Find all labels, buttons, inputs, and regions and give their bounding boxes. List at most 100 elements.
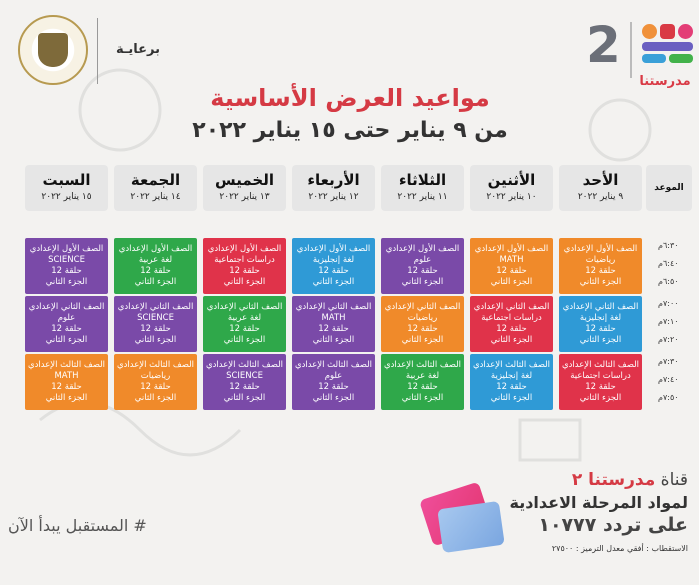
channel-encoding: الاستقطاب : أفقي معدل الترميز : ٢٧٥٠٠ — [551, 544, 688, 553]
lesson-term: الجزء الثاني — [401, 335, 444, 345]
lesson-cell: الصف الثالث الإعدادي SCIENCE حلقة 12 الجزء … — [203, 354, 286, 410]
lesson-term: الجزء الثاني — [312, 393, 355, 403]
lesson-cell: الصف الثاني الإعدادي MATH حلقة 12 الجزء الث… — [292, 296, 375, 352]
lesson-episode: حلقة 12 — [407, 266, 438, 276]
lesson-grade: الصف الثالث الإعدادي — [383, 360, 462, 370]
lesson-term: الجزء الثاني — [490, 335, 533, 345]
lesson-cell: الصف الأول الإعدادي رياضيات حلقة 12 الجزء ا… — [559, 238, 642, 294]
lesson-cell: الصف الأول الإعدادي لغة عربية حلقة 12 الجزء… — [114, 238, 197, 294]
day-date: ١٠ يناير ٢٠٢٢ — [486, 192, 537, 202]
lesson-term: الجزء الثاني — [45, 277, 88, 287]
lesson-episode: حلقة 12 — [318, 382, 349, 392]
lesson-episode: حلقة 12 — [229, 324, 260, 334]
lesson-episode: حلقة 12 — [51, 266, 82, 276]
slogan: # المستقبل يبدأ الآن — [8, 516, 147, 535]
channel-line: قناة مدرستنا ٢ — [510, 470, 688, 490]
day-name: الثلاثاء — [398, 171, 447, 189]
lesson-cell: الصف الثالث الإعدادي رياضيات حلقة 12 الجزء … — [114, 354, 197, 410]
lesson-subject: MATH — [54, 371, 79, 381]
time-slot-label: ٦:٤٠م — [658, 259, 679, 268]
page-subtitle: من ٩ يناير حتى ١٥ يناير ٢٠٢٢ — [192, 118, 508, 143]
time-header-label: الموعد — [654, 183, 684, 193]
lesson-cell: الصف الأول الإعدادي علوم حلقة 12 الجزء الثا… — [381, 238, 464, 294]
lesson-term: الجزء الثاني — [312, 335, 355, 345]
day-date: ١١ يناير ٢٠٢٢ — [397, 192, 448, 202]
lesson-subject: لغة إنجليزية — [579, 313, 622, 323]
time-slot-label: ٦:٣٠م — [658, 241, 679, 250]
lesson-subject: لغة إنجليزية — [312, 255, 355, 265]
lesson-subject: دراسات اجتماعية — [481, 313, 542, 323]
lesson-term: الجزء الثاني — [312, 277, 355, 287]
lesson-term: الجزء الثاني — [579, 393, 622, 403]
ministry-seal — [18, 15, 88, 85]
lesson-subject: لغة عربية — [405, 371, 440, 381]
logo-square-orange — [642, 24, 657, 39]
lesson-grade: الصف الثاني الإعدادي — [473, 302, 550, 312]
lesson-subject: لغة عربية — [138, 255, 173, 265]
lesson-subject: دراسات اجتماعية — [214, 255, 275, 265]
day-date: ١٢ يناير ٢٠٢٢ — [308, 192, 359, 202]
lesson-episode: حلقة 12 — [496, 266, 527, 276]
lesson-grade: الصف الثالث الإعدادي — [294, 360, 373, 370]
lesson-subject: رياضيات — [585, 255, 616, 265]
lesson-grade: الصف الثالث الإعدادي — [205, 360, 284, 370]
lesson-cell: الصف الثاني الإعدادي لغة عربية حلقة 12 الجز… — [203, 296, 286, 352]
day-date: ٩ يناير ٢٠٢٢ — [577, 192, 624, 202]
lesson-subject: علوم — [413, 255, 432, 265]
lesson-grade: الصف الثالث الإعدادي — [561, 360, 640, 370]
lesson-cell: الصف الثالث الإعدادي MATH حلقة 12 الجزء الث… — [25, 354, 108, 410]
lesson-term: الجزء الثاني — [579, 277, 622, 287]
lesson-grade: الصف الأول الإعدادي — [385, 244, 460, 254]
lesson-grade: الصف الأول الإعدادي — [207, 244, 282, 254]
sponsor-label: برعايـة — [116, 42, 160, 57]
lesson-cell: الصف الأول الإعدادي SCIENCE حلقة 12 الجزء ا… — [25, 238, 108, 294]
lesson-grade: الصف الأول الإعدادي — [118, 244, 193, 254]
lesson-cell: الصف الثالث الإعدادي علوم حلقة 12 الجزء الث… — [292, 354, 375, 410]
lesson-episode: حلقة 12 — [318, 324, 349, 334]
day-date: ١٣ يناير ٢٠٢٢ — [219, 192, 270, 202]
time-slot-label: ٧:٢٠م — [658, 335, 679, 344]
madrasatna-logo: 2 مدرستنا — [586, 10, 696, 95]
lesson-subject: لغة عربية — [227, 313, 262, 323]
lesson-subject: رياضيات — [140, 371, 171, 381]
lesson-subject: MATH — [321, 313, 346, 323]
lesson-term: الجزء الثاني — [579, 335, 622, 345]
day-name: الأربعاء — [307, 171, 360, 189]
lesson-grade: الصف الثاني الإعدادي — [295, 302, 372, 312]
time-slot-label: ٧:١٠م — [658, 317, 679, 326]
day-header-3: الأربعاء ١٢ يناير ٢٠٢٢ — [292, 165, 375, 211]
day-header-5: الجمعة ١٤ يناير ٢٠٢٢ — [114, 165, 197, 211]
day-name: الجمعة — [130, 171, 181, 189]
lesson-episode: حلقة 12 — [229, 266, 260, 276]
day-name: السبت — [42, 171, 91, 189]
eagle-emblem-icon — [38, 33, 68, 67]
lesson-cell: الصف الأول الإعدادي دراسات اجتماعية حلقة 1… — [203, 238, 286, 294]
lesson-episode: حلقة 12 — [496, 382, 527, 392]
lesson-term: الجزء الثاني — [223, 335, 266, 345]
lesson-cell: الصف الثاني الإعدادي رياضيات حلقة 12 الجزء … — [381, 296, 464, 352]
logo-square-pink — [678, 24, 693, 39]
lesson-subject: MATH — [499, 255, 524, 265]
lesson-subject: علوم — [324, 371, 343, 381]
day-name: الخميس — [215, 171, 274, 189]
lesson-episode: حلقة 12 — [496, 324, 527, 334]
lesson-cell: الصف الثاني الإعدادي لغة إنجليزية حلقة 12 ا… — [559, 296, 642, 352]
time-slot-label: ٦:٥٠م — [658, 277, 679, 286]
lesson-term: الجزء الثاني — [223, 393, 266, 403]
day-header-0: الأحد ٩ يناير ٢٠٢٢ — [559, 165, 642, 211]
lesson-cell: الصف الثالث الإعدادي لغة إنجليزية حلقة 12 ا… — [470, 354, 553, 410]
day-header-4: الخميس ١٣ يناير ٢٠٢٢ — [203, 165, 286, 211]
time-slot-label: ٧:٠٠م — [658, 299, 679, 308]
lesson-grade: الصف الثالث الإعدادي — [116, 360, 195, 370]
lesson-grade: الصف الثالث الإعدادي — [472, 360, 551, 370]
lesson-term: الجزء الثاني — [490, 277, 533, 287]
lesson-term: الجزء الثاني — [401, 393, 444, 403]
lesson-episode: حلقة 12 — [585, 324, 616, 334]
channel-prefix: قناة — [660, 470, 688, 490]
lesson-cell: الصف الثالث الإعدادي لغة عربية حلقة 12 الجز… — [381, 354, 464, 410]
lesson-episode: حلقة 12 — [140, 324, 171, 334]
lesson-episode: حلقة 12 — [407, 324, 438, 334]
logo-bar-green — [669, 54, 693, 63]
lesson-grade: الصف الأول الإعدادي — [563, 244, 638, 254]
